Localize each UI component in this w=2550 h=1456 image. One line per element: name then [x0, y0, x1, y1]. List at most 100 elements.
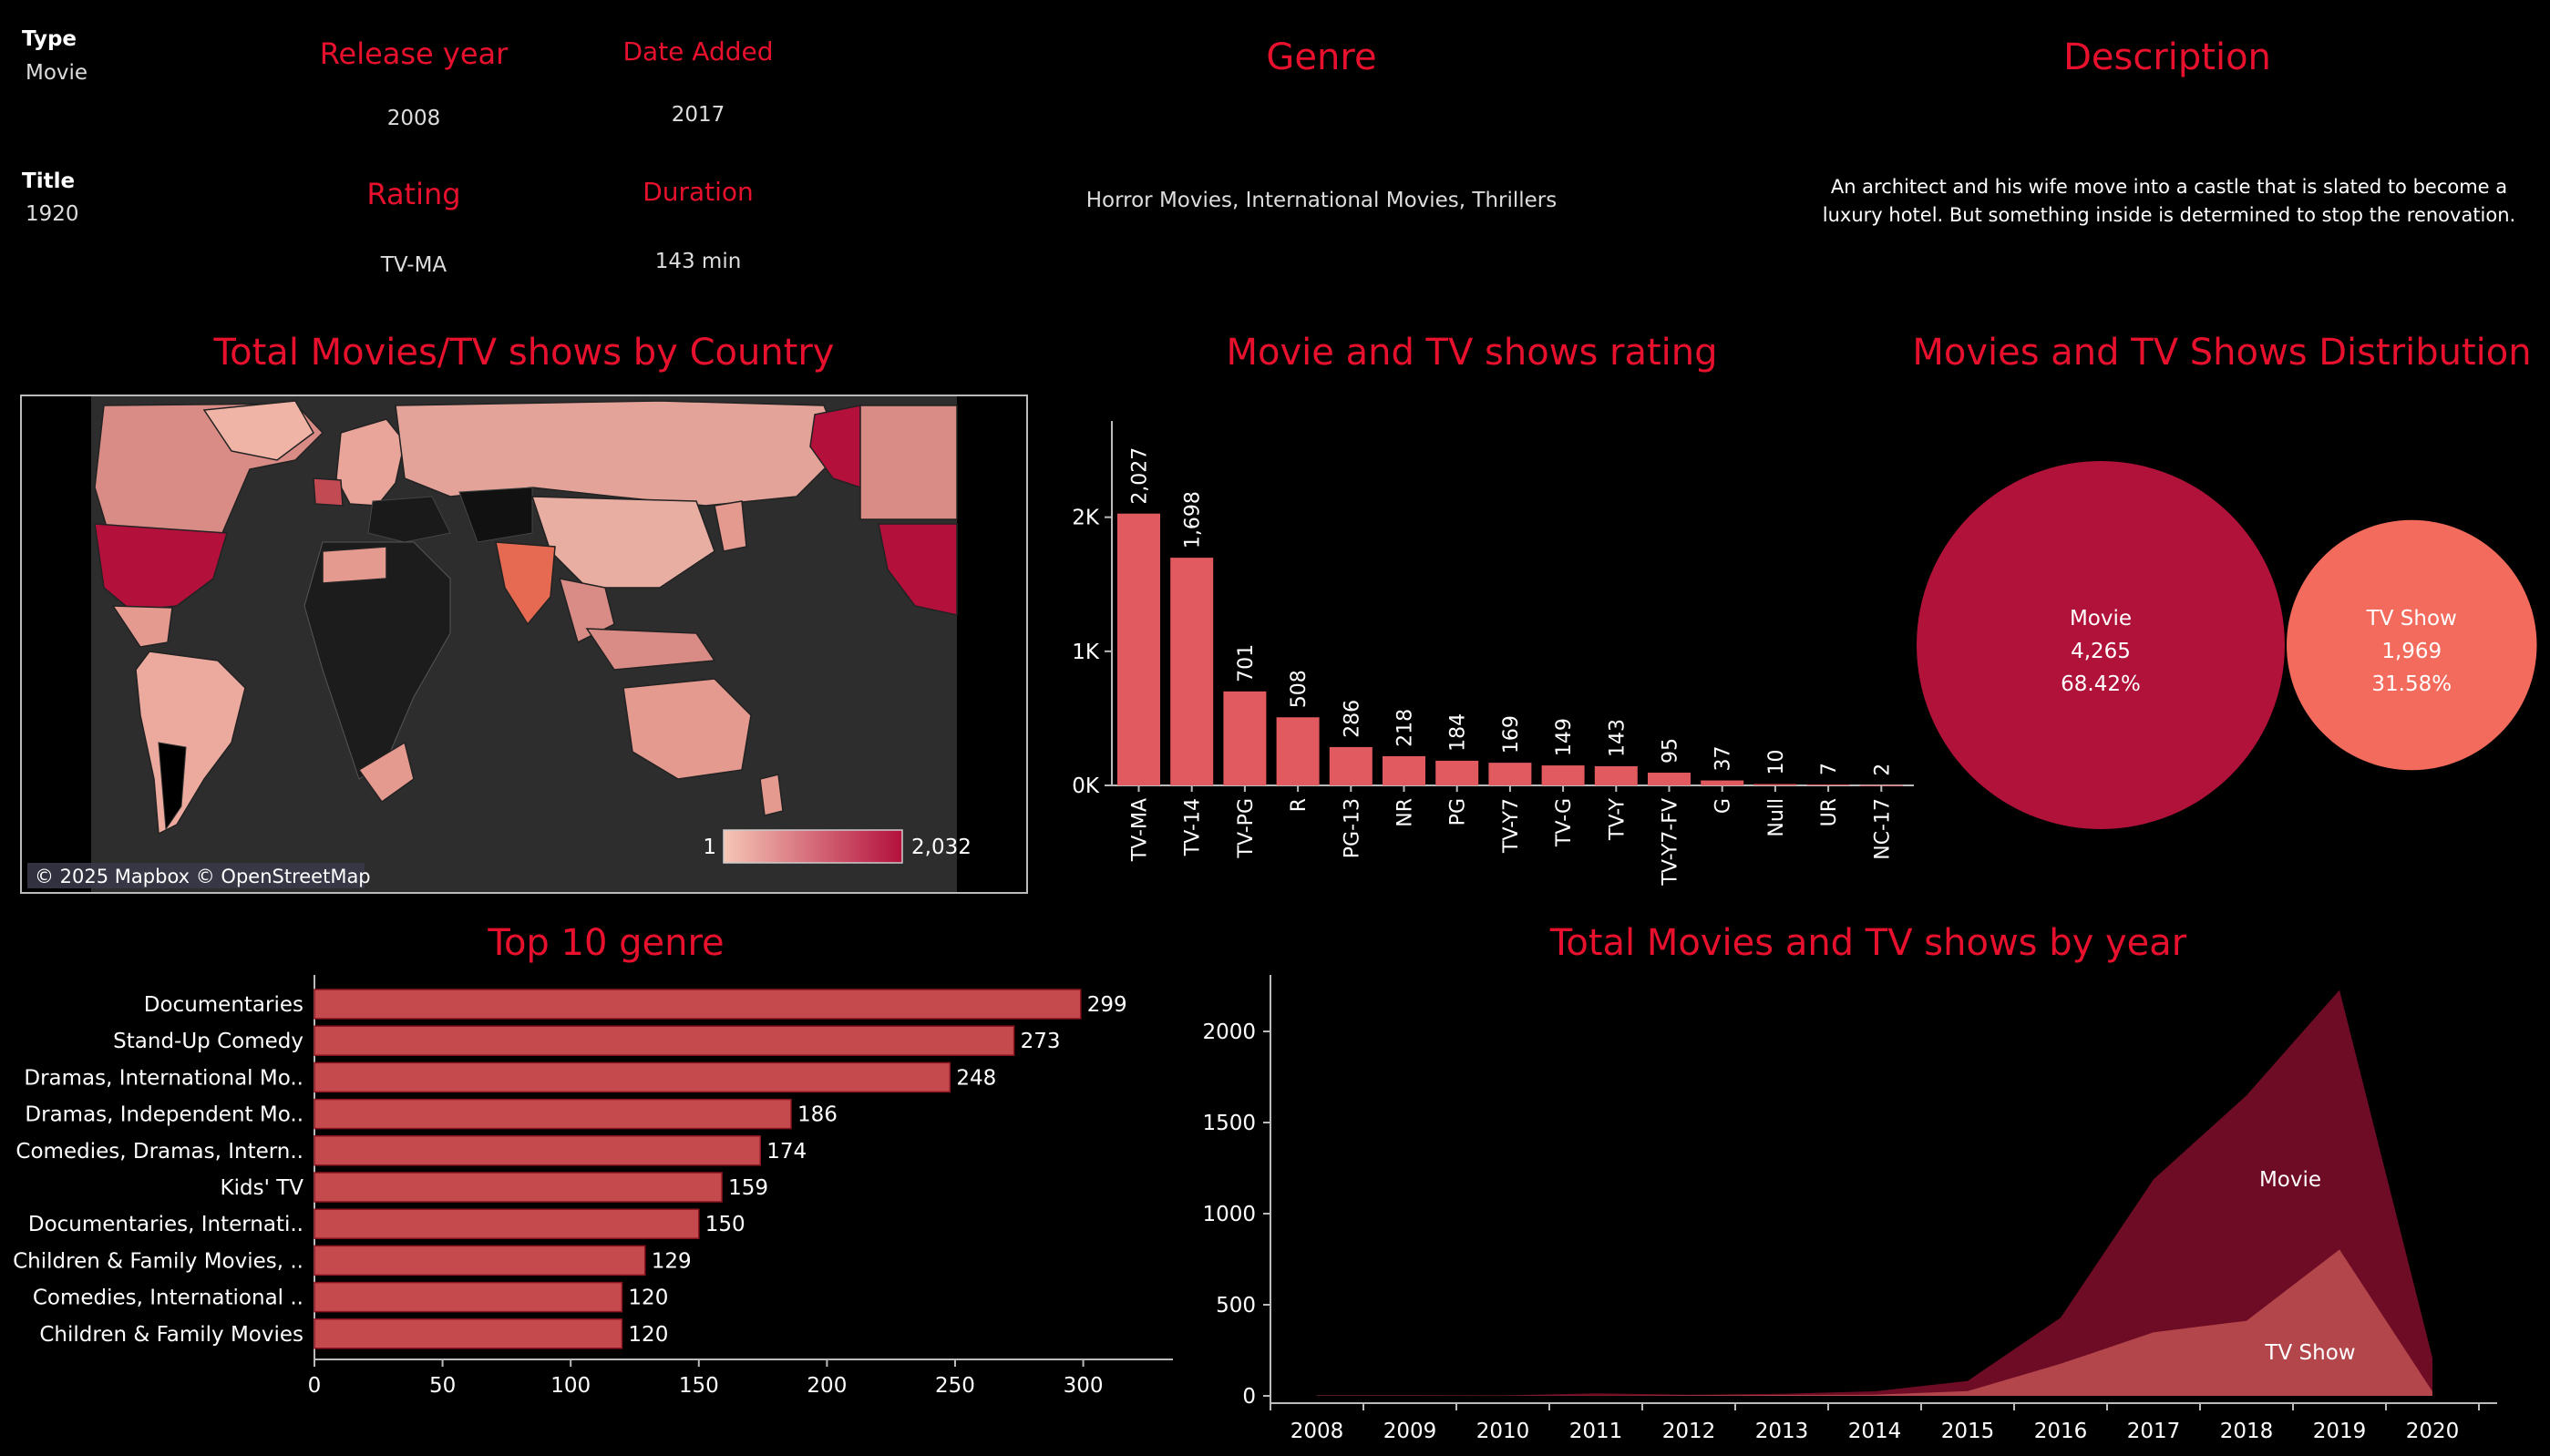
australia-region[interactable] [622, 678, 752, 780]
rating-category-label: PG [1447, 798, 1470, 825]
bubble-movie[interactable] [1917, 461, 2285, 829]
bubble-name-label: Movie [2070, 607, 2132, 631]
rating-bar[interactable] [1383, 755, 1425, 785]
map-legend-min: 1 [703, 836, 716, 859]
rating-bar[interactable] [1117, 513, 1160, 785]
bubble-value-label: 1,969 [2381, 640, 2442, 663]
rating-bar[interactable] [1806, 784, 1850, 785]
type-label: Type [22, 27, 77, 51]
map-attribution-bg [27, 863, 365, 888]
map-attribution[interactable]: © 2025 Mapbox © OpenStreetMap [35, 866, 371, 887]
rating-bar[interactable] [1488, 763, 1532, 785]
mexico-region[interactable] [111, 605, 173, 648]
genre-x-tick-label: 50 [429, 1374, 456, 1398]
rating-bar[interactable] [1753, 784, 1797, 785]
rating-value-label: 149 [1553, 718, 1576, 756]
genre-category-label: Comedies, Dramas, Intern.. [15, 1140, 303, 1164]
map-title: Total Movies/TV shows by Country [213, 332, 835, 374]
rating-label: Rating [366, 177, 461, 211]
genre-bar[interactable] [314, 1245, 646, 1277]
bubble-pct-label: 68.42% [2061, 672, 2141, 696]
rating-bar[interactable] [1648, 773, 1691, 785]
rating-value-label: 1,698 [1182, 491, 1205, 549]
duration-label: Duration [643, 177, 754, 207]
year-x-tick-label: 2009 [1383, 1420, 1437, 1443]
rating-bar[interactable] [1223, 691, 1267, 785]
title-value: 1920 [26, 202, 79, 226]
rating-category-label: NR [1394, 798, 1417, 827]
rating-bar[interactable] [1276, 717, 1320, 785]
southeast-asia-region[interactable] [558, 578, 615, 644]
genre-bar[interactable] [314, 989, 1082, 1020]
genre-value-label: 186 [797, 1103, 838, 1127]
indonesia-region[interactable] [585, 628, 716, 671]
year-chart-title: Total Movies and TV shows by year [1549, 922, 2187, 964]
genre-x-tick-label: 100 [550, 1374, 591, 1398]
bubble-value-label: 4,265 [2071, 640, 2131, 663]
usa-region[interactable] [94, 523, 228, 611]
rating-bar[interactable] [1594, 765, 1638, 785]
description-text: An architect and his wife move into a ca… [1759, 173, 2550, 230]
genre-bar[interactable] [314, 1208, 700, 1239]
genre-bar[interactable] [314, 1098, 792, 1130]
rating-category-label: NC-17 [1871, 798, 1894, 860]
tv-show-area[interactable] [1317, 1249, 2432, 1396]
bubble-tv-show[interactable] [2287, 519, 2537, 771]
rating-category-label: UR [1818, 798, 1841, 826]
rating-category-label: TV-MA [1129, 798, 1152, 862]
type-value: Movie [26, 61, 88, 85]
rating-bar[interactable] [1170, 558, 1214, 785]
rating-bar[interactable] [1435, 760, 1479, 785]
country-map[interactable]: 1 2,032 © 2025 Mapbox © OpenStreetMap [20, 395, 1028, 894]
rating-category-label: TV-PG [1235, 798, 1258, 858]
rating-category-label: Null [1765, 798, 1788, 837]
genre-bar[interactable] [314, 1318, 623, 1349]
genre-value-label: 299 [1087, 993, 1127, 1017]
year-x-tick-label: 2019 [2313, 1420, 2367, 1443]
genre-category-label: Dramas, Independent Mo.. [25, 1103, 303, 1127]
uk-region[interactable] [313, 477, 344, 507]
movie-area[interactable] [1317, 989, 2432, 1396]
japan-region[interactable] [714, 500, 747, 552]
rating-bar[interactable] [1701, 780, 1744, 785]
north-africa-region[interactable] [322, 546, 387, 584]
year-x-tick-label: 2011 [1569, 1420, 1623, 1443]
russia-region[interactable] [395, 400, 843, 507]
rating-bar[interactable] [1329, 746, 1373, 785]
rating-category-label: G [1712, 798, 1735, 814]
rating-bar[interactable] [1541, 765, 1585, 785]
new-zealand-region[interactable] [759, 774, 784, 816]
genre-value-label: 248 [956, 1066, 996, 1090]
genre-bar[interactable] [314, 1135, 762, 1166]
year-x-tick-label: 2014 [1848, 1420, 1902, 1443]
genre-value-label: 174 [766, 1140, 807, 1164]
greenland-region[interactable] [202, 400, 314, 461]
rating-category-label: PG-13 [1341, 798, 1363, 858]
canada-east-region[interactable] [859, 405, 958, 520]
rating-category-label: TV-Y7 [1500, 798, 1523, 854]
genre-category-label: Documentaries [144, 993, 303, 1017]
genre-category-label: Children & Family Movies, .. [13, 1249, 303, 1273]
genre-x-tick-label: 200 [807, 1374, 847, 1398]
genre-x-tick-label: 150 [679, 1374, 719, 1398]
map-legend-max: 2,032 [911, 836, 972, 859]
map-svg: 1 2,032 © 2025 Mapbox © OpenStreetMap [27, 396, 972, 892]
genre-bar[interactable] [314, 1025, 1015, 1056]
genre-bar[interactable] [314, 1172, 723, 1203]
rating-category-label: TV-Y7-FV [1660, 798, 1682, 887]
genre-category-label: Documentaries, Internati.. [28, 1213, 303, 1236]
central-asia-region [458, 487, 533, 543]
genre-bar[interactable] [314, 1281, 623, 1313]
india-region[interactable] [495, 541, 556, 626]
genre-value-label: 120 [628, 1287, 668, 1310]
usa-east-region[interactable] [878, 523, 958, 616]
rating-category-label: TV-14 [1182, 798, 1205, 856]
year-y-tick-label: 500 [1216, 1294, 1256, 1318]
genre-bar[interactable] [314, 1061, 951, 1093]
alaska-region[interactable] [809, 405, 861, 489]
south-africa-region[interactable] [357, 741, 415, 804]
rating-value-label: 286 [1341, 700, 1363, 738]
year-x-tick-label: 2018 [2220, 1420, 2274, 1443]
genre-value-label: 159 [728, 1176, 768, 1200]
description-line-1: An architect and his wife move into a ca… [1830, 176, 2508, 198]
